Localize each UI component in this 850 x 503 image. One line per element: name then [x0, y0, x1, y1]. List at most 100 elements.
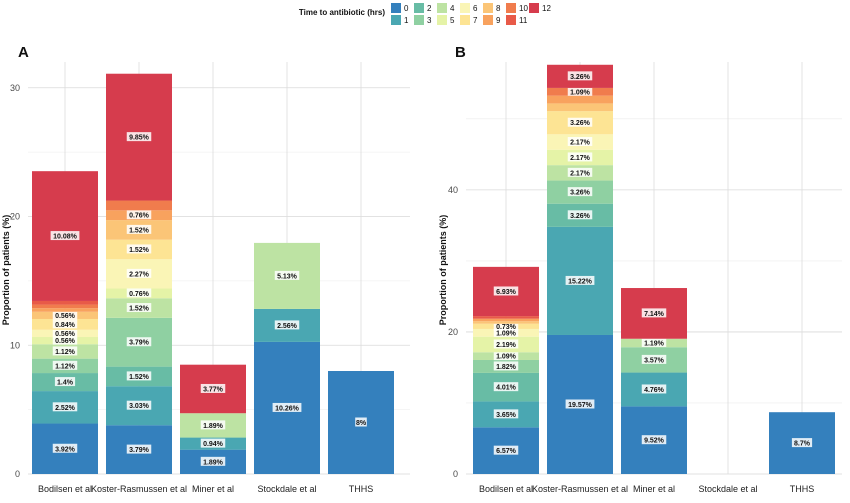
panel-b-x-tick-label: Stockdale et al: [698, 484, 757, 494]
panel-b-y-axis-label: Proportion of patients (%): [438, 215, 448, 326]
panel-a-data-label: 1.89%: [203, 459, 224, 466]
panel-b-data-label: 8.7%: [794, 441, 811, 448]
panel-a-label: A: [18, 44, 29, 61]
panel-b-data-label-box: [641, 337, 667, 347]
panel-a-data-label-box: [126, 337, 152, 347]
panel-a-data-label-box: [272, 402, 302, 412]
panel-a-data-label-box: [355, 417, 367, 427]
panel-a: A Proportion of patients (%) 0 10 20 30 3.92…: [1, 44, 410, 494]
panel-b-data-label-box: [493, 445, 519, 455]
panel-a-data-label: 3.79%: [129, 340, 150, 347]
panel-b-bar-segment: [473, 321, 539, 324]
panel-a-data-label: 3.92%: [55, 446, 76, 453]
panel-a-data-label-box: [52, 319, 78, 329]
panel-b-data-label-box: [641, 308, 667, 318]
legend-label-11: 11: [519, 16, 528, 25]
panel-a-data-label: 10.08%: [53, 234, 78, 241]
panel-a-data-label: 0.56%: [55, 313, 76, 320]
panel-b-y-tick-label: 40: [448, 185, 458, 195]
legend-swatch-5: [437, 15, 447, 25]
panel-a-data-label-box: [52, 328, 78, 338]
panel-a-bar-segment: [32, 304, 98, 309]
panel-b-data-label: 3.26%: [570, 74, 591, 81]
panel-a-bar-segment: [106, 200, 172, 211]
panel-b-data-label: 2.19%: [496, 342, 517, 349]
legend-swatch-7: [460, 15, 470, 25]
panel-b-data-label-box: [493, 327, 519, 337]
legend-swatch-2: [414, 3, 424, 13]
legend-swatch-8: [483, 3, 493, 13]
panel-b-label: B: [455, 44, 466, 61]
legend-label-7: 7: [473, 16, 478, 25]
panel-a-data-label-box: [200, 420, 226, 430]
panel-a-data-label-box: [52, 360, 78, 370]
panel-a-data-label-box: [274, 270, 300, 280]
panel-a-data-label-box: [200, 438, 226, 448]
panel-a-data-label-box: [126, 132, 152, 142]
panel-a-data-label: 8%: [356, 420, 367, 427]
panel-b-data-label: 1.82%: [496, 364, 517, 371]
legend-label-12: 12: [542, 4, 551, 13]
panel-b-data-label: 3.26%: [570, 213, 591, 220]
panel-b: B Proportion of patients (%) 0 20 40 6.57% 3…: [438, 44, 842, 494]
panel-a-y-tick-label: 10: [10, 340, 20, 350]
legend-swatch-9: [483, 15, 493, 25]
panel-a-data-label: 1.12%: [55, 349, 76, 356]
panel-b-x-tick-label: THHS: [790, 484, 815, 494]
panel-a-data-label: 0.56%: [55, 331, 76, 338]
panel-a-x-tick-label: Bodilsen et al: [38, 484, 92, 494]
legend-label-3: 3: [427, 16, 432, 25]
panel-b-data-label-box: [567, 71, 593, 81]
panel-a-data-label-box: [52, 335, 78, 345]
panel-a-data-label: 0.76%: [129, 213, 150, 220]
panel-a-data-label-box: [274, 320, 300, 330]
legend: Time to antibiotic (hrs) 012345678910111…: [299, 3, 551, 25]
panel-a-data-label: 1.52%: [129, 306, 150, 313]
panel-b-bar-segment: [473, 318, 539, 322]
panel-a-data-label-box: [200, 383, 226, 393]
panel-b-data-label: 2.17%: [570, 155, 591, 162]
panel-a-data-label-box: [126, 371, 152, 381]
panel-a-data-label-box: [54, 377, 76, 387]
panel-b-data-label-box: [567, 137, 593, 147]
panel-b-data-label-box: [567, 187, 593, 197]
panel-a-data-label: 1.52%: [129, 374, 150, 381]
panel-b-data-label: 3.26%: [570, 120, 591, 127]
legend-label-10: 10: [519, 4, 528, 13]
panel-a-data-label-box: [52, 402, 78, 412]
panel-b-data-label: 7.14%: [644, 311, 665, 318]
panel-a-x-tick-label: Miner et al: [192, 484, 234, 494]
panel-b-data-label: 2.17%: [570, 140, 591, 147]
panel-b-data-label-box: [641, 354, 667, 364]
panel-a-data-label: 10.26%: [275, 405, 300, 412]
panel-a-data-label-box: [200, 456, 226, 466]
panel-a-x-tick-label: THHS: [349, 484, 374, 494]
legend-label-9: 9: [496, 16, 501, 25]
panel-a-data-label-box: [126, 288, 152, 298]
panel-b-data-label: 6.57%: [496, 448, 517, 455]
panel-b-y-tick-label: 20: [448, 327, 458, 337]
legend-swatch-0: [391, 3, 401, 13]
panel-a-data-label: 5.13%: [277, 273, 298, 280]
panel-b-data-label: 1.09%: [496, 330, 517, 337]
panel-a-data-label: 1.4%: [57, 380, 74, 387]
panel-a-data-label: 2.27%: [129, 271, 150, 278]
panel-a-data-label: 0.84%: [55, 322, 76, 329]
panel-a-data-label: 0.56%: [55, 338, 76, 345]
panel-a-y-tick-label: 20: [10, 212, 20, 222]
panel-b-data-label: 1.09%: [496, 354, 517, 361]
panel-b-data-label-box: [493, 286, 519, 296]
panel-a-y-tick-label: 30: [10, 83, 20, 93]
legend-swatch-12: [529, 3, 539, 13]
panel-a-y-axis-label: Proportion of patients (%): [1, 215, 11, 326]
panel-b-data-label-box: [641, 435, 667, 445]
panel-a-data-label: 3.79%: [129, 447, 150, 454]
panel-b-data-label-box: [567, 210, 593, 220]
legend-swatch-6: [460, 3, 470, 13]
panel-a-data-label: 3.03%: [129, 403, 150, 410]
panel-a-data-label: 0.76%: [129, 291, 150, 298]
panel-a-data-label-box: [126, 268, 152, 278]
panel-b-data-label: 1.09%: [570, 89, 591, 96]
panel-a-data-label: 1.52%: [129, 247, 150, 254]
panel-b-data-label-box: [493, 361, 519, 371]
